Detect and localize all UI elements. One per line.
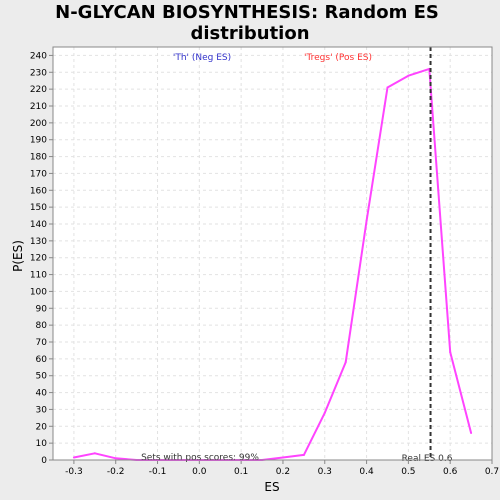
- y-tick-label: 170: [30, 169, 47, 179]
- y-tick-label: 80: [36, 321, 48, 331]
- real-es-label: Real ES 0.6: [402, 454, 453, 464]
- x-tick-label: 0.5: [401, 467, 415, 477]
- y-axis-ticks: 0 10 20 30 40 50 60 70 80 90 100 110 120 130 140 150 160…: [30, 51, 53, 466]
- y-tick-label: 0: [41, 456, 47, 466]
- es-data-point: [73, 456, 75, 458]
- x-tick-label: 0.6: [443, 467, 458, 477]
- y-tick-label: 200: [30, 119, 47, 129]
- es-data-point: [94, 452, 96, 454]
- neg-es-label: 'Th' (Neg ES): [173, 53, 231, 63]
- x-tick-label: 0.7: [485, 467, 499, 477]
- y-tick-label: 180: [30, 153, 47, 163]
- y-tick-label: 40: [36, 389, 48, 399]
- y-tick-label: 230: [30, 68, 47, 78]
- es-data-point: [386, 86, 388, 88]
- chart-title-line-2: distribution: [190, 23, 309, 44]
- es-data-point: [324, 412, 326, 414]
- es-data-point: [303, 454, 305, 456]
- y-tick-label: 150: [30, 203, 47, 213]
- es-data-point: [470, 432, 472, 434]
- es-data-point: [115, 457, 117, 459]
- x-tick-label: 0.0: [192, 467, 207, 477]
- y-tick-label: 140: [30, 220, 47, 230]
- es-data-point: [449, 351, 451, 353]
- y-tick-label: 90: [36, 304, 48, 314]
- es-data-point: [407, 75, 409, 77]
- y-tick-label: 120: [30, 254, 47, 264]
- y-tick-label: 60: [36, 355, 48, 365]
- y-tick-label: 20: [36, 422, 48, 432]
- y-tick-label: 70: [36, 338, 48, 348]
- y-tick-label: 110: [30, 271, 47, 281]
- y-tick-label: 160: [30, 186, 47, 196]
- y-tick-label: 190: [30, 136, 47, 146]
- x-tick-label: 0.1: [234, 467, 248, 477]
- y-tick-label: 50: [36, 372, 48, 382]
- pos-scores-label: Sets with pos scores: 99%: [141, 453, 259, 463]
- x-tick-label: -0.3: [65, 467, 83, 477]
- es-data-point: [345, 361, 347, 363]
- es-data-point: [282, 456, 284, 458]
- x-tick-label: 0.2: [276, 467, 290, 477]
- plot-area: [53, 47, 492, 460]
- es-data-point: [366, 220, 368, 222]
- y-tick-label: 210: [30, 102, 47, 112]
- y-tick-label: 220: [30, 85, 47, 95]
- x-axis-label: ES: [264, 480, 279, 494]
- y-tick-label: 30: [36, 405, 48, 415]
- y-tick-label: 10: [36, 439, 48, 449]
- x-tick-label: -0.2: [107, 467, 125, 477]
- chart-title-line-1: N-GLYCAN BIOSYNTHESIS: Random ES: [55, 2, 439, 23]
- x-tick-label: -0.1: [149, 467, 167, 477]
- y-tick-label: 240: [30, 51, 47, 61]
- x-tick-label: 0.3: [318, 467, 332, 477]
- x-tick-label: 0.4: [359, 467, 374, 477]
- y-tick-label: 100: [30, 287, 47, 297]
- pos-es-label: 'Tregs' (Pos ES): [304, 53, 372, 63]
- y-axis-label: P(ES): [11, 240, 25, 272]
- y-tick-label: 130: [30, 237, 47, 247]
